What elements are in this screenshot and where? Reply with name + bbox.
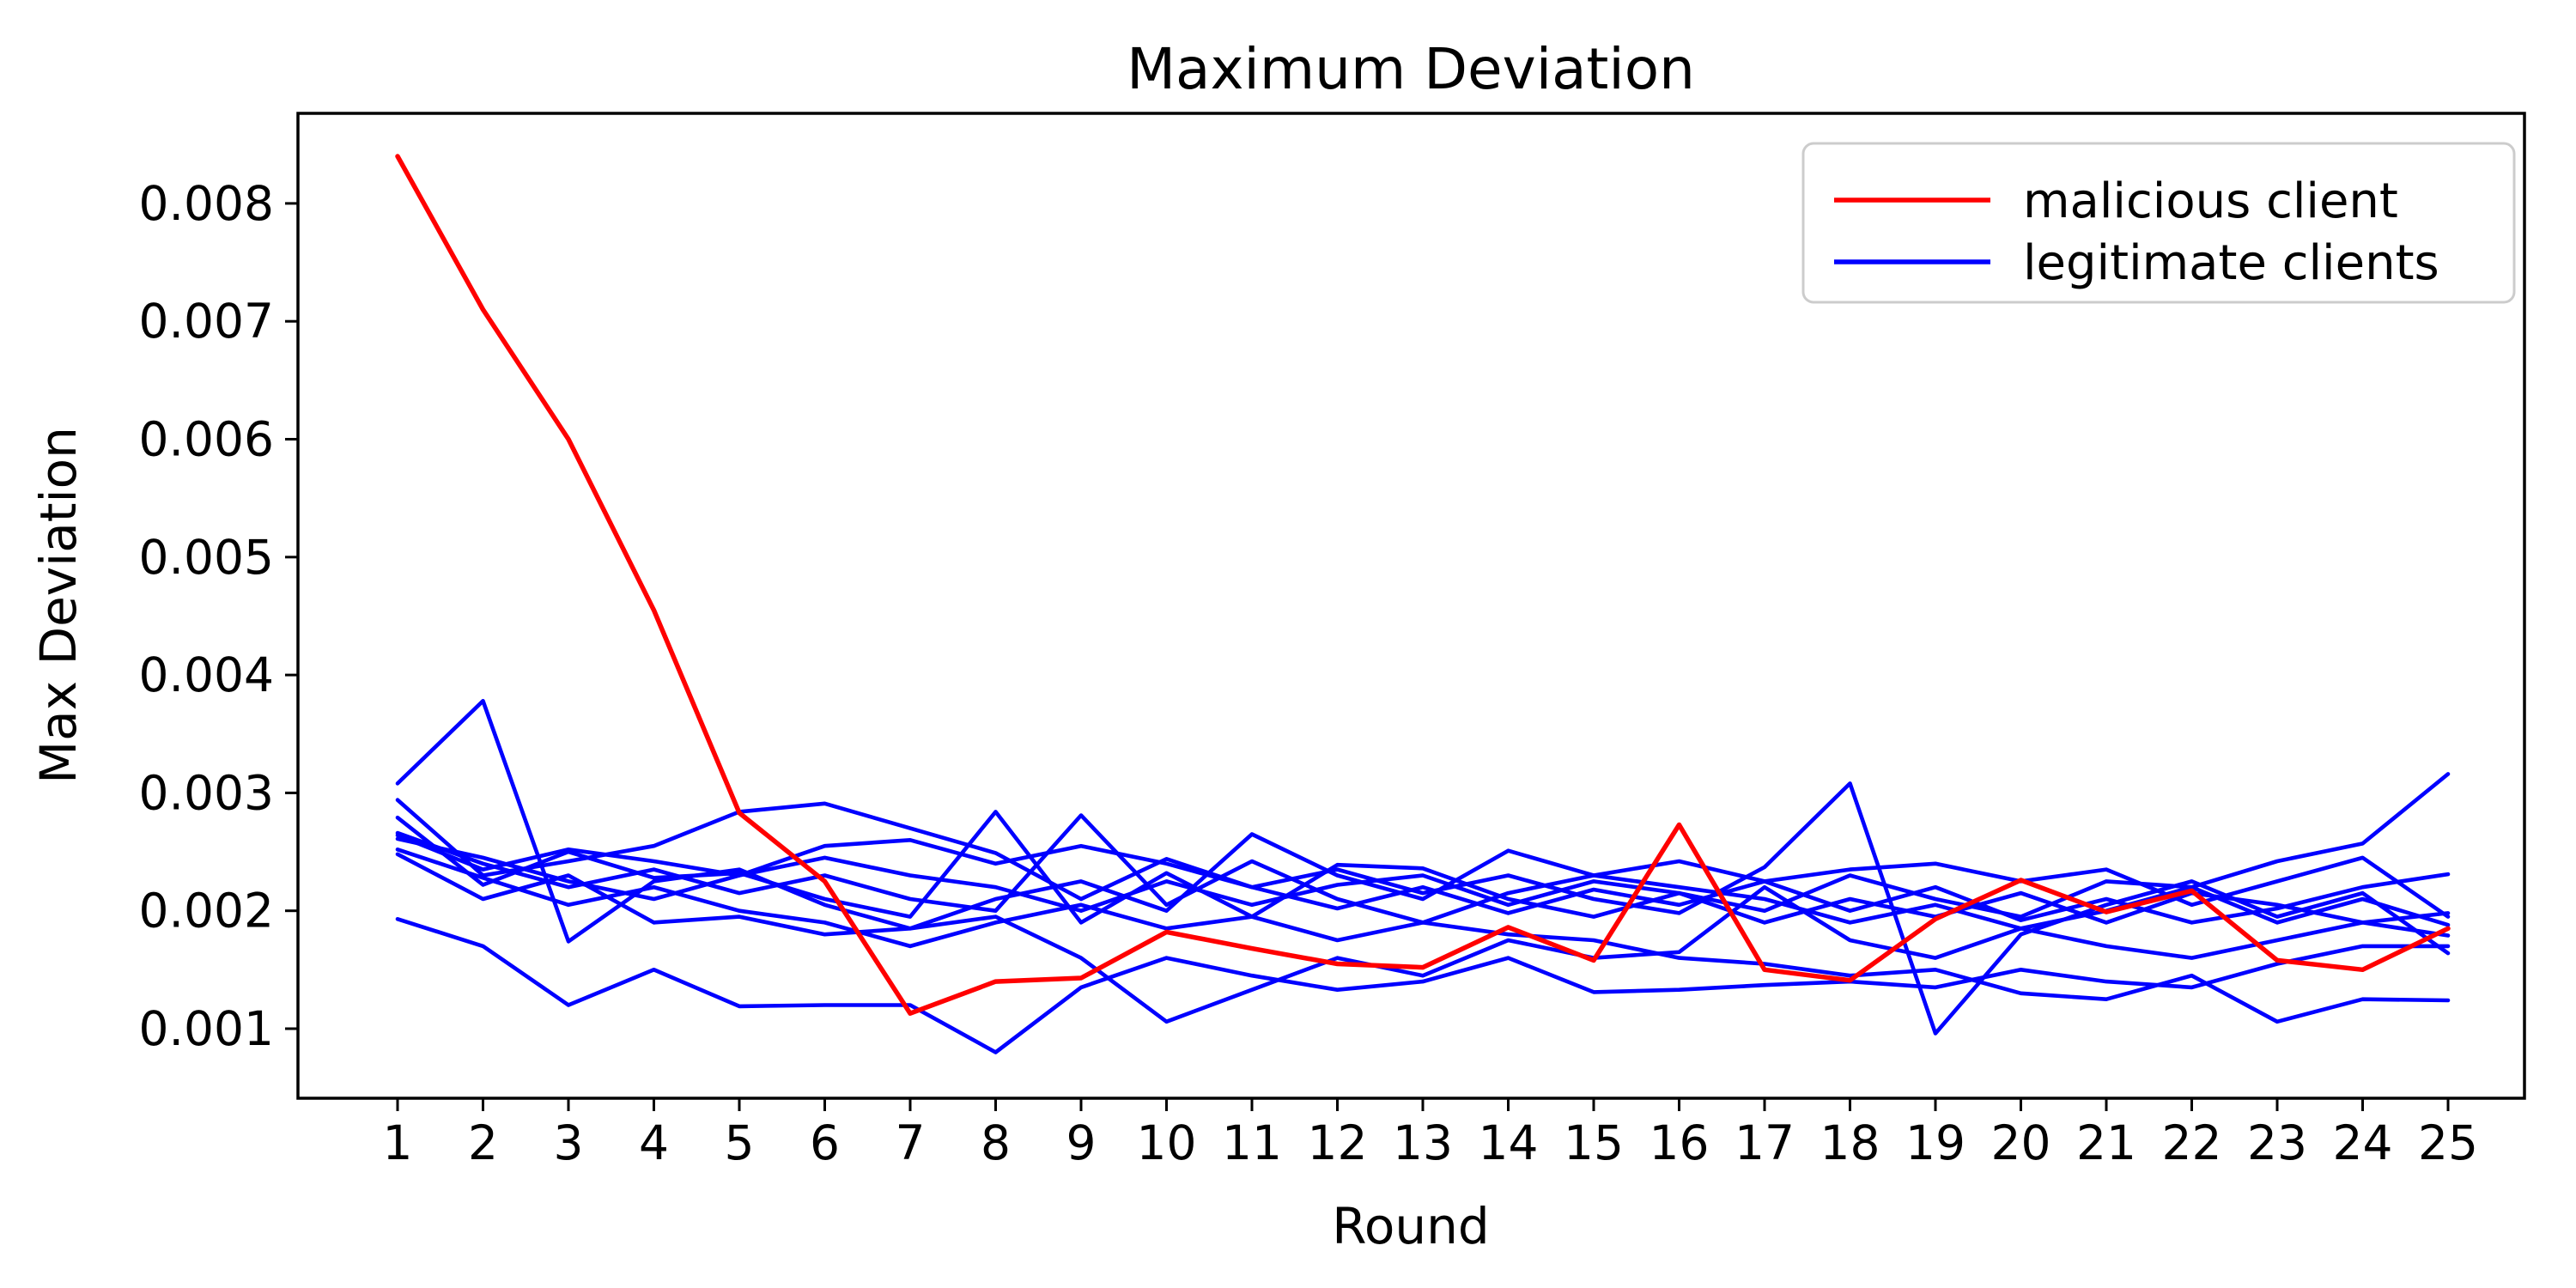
y-tick-label: 0.002	[139, 884, 274, 939]
x-tick-label: 3	[554, 1115, 584, 1170]
series-line-legitimate-client-3	[395, 810, 2451, 925]
axes-group: 1 2 3 4 5 6 7 8 9 10 11 12 13 14 15 16 17 18 19 20 21 22 23 24 2…	[139, 176, 2478, 1170]
x-tick-label: 7	[896, 1115, 926, 1170]
series-line-legitimate-client-5	[395, 917, 2451, 1054]
x-tick-label: 15	[1564, 1115, 1624, 1170]
x-tick-label: 16	[1649, 1115, 1710, 1170]
x-tick-label: 17	[1735, 1115, 1795, 1170]
series-line-legitimate-client-6	[395, 852, 2451, 1024]
series-line-malicious-client	[395, 154, 2451, 1016]
x-tick-label: 1	[383, 1115, 413, 1170]
x-tick-label: 18	[1820, 1115, 1880, 1170]
plot-frame	[296, 112, 2526, 1100]
x-tick-label: 2	[468, 1115, 498, 1170]
y-tick-label: 0.008	[139, 176, 274, 231]
x-tick-label: 10	[1137, 1115, 1197, 1170]
y-tick-label: 0.001	[139, 1001, 274, 1056]
x-tick-label: 21	[2076, 1115, 2136, 1170]
x-tick-label: 24	[2333, 1115, 2393, 1170]
x-tick-label: 5	[725, 1115, 755, 1170]
y-tick-label: 0.005	[139, 530, 274, 585]
chart-title: Maximum Deviation	[1127, 36, 1695, 102]
x-tick-label: 4	[639, 1115, 669, 1170]
x-tick-label: 9	[1066, 1115, 1097, 1170]
series-group	[395, 154, 2451, 1054]
x-tick-label: 19	[1905, 1115, 1965, 1170]
x-axis-label: Round	[1332, 1197, 1490, 1255]
x-tick-label: 14	[1479, 1115, 1539, 1170]
x-tick-label: 20	[1991, 1115, 2051, 1170]
y-axis-label: Max Deviation	[29, 427, 88, 784]
series-line-legitimate-client-8	[395, 772, 2451, 919]
legend: malicious client legitimate clients	[1801, 142, 2516, 304]
x-tick-label: 25	[2418, 1115, 2478, 1170]
x-tick-label: 22	[2162, 1115, 2222, 1170]
series-line-legitimate-client-9	[395, 847, 2451, 1024]
y-tick-label: 0.007	[139, 294, 274, 349]
legend-label-malicious: malicious client	[2023, 173, 2398, 229]
x-tick-label: 13	[1393, 1115, 1453, 1170]
y-tick-label: 0.004	[139, 647, 274, 702]
x-tick-label: 6	[810, 1115, 840, 1170]
x-tick-label: 23	[2247, 1115, 2307, 1170]
y-tick-label: 0.003	[139, 765, 274, 820]
legend-label-legitimate: legitimate clients	[2023, 235, 2439, 291]
x-tick-label: 11	[1222, 1115, 1282, 1170]
y-tick-label: 0.006	[139, 412, 274, 467]
x-tick-label: 8	[981, 1115, 1011, 1170]
x-tick-label: 12	[1308, 1115, 1368, 1170]
